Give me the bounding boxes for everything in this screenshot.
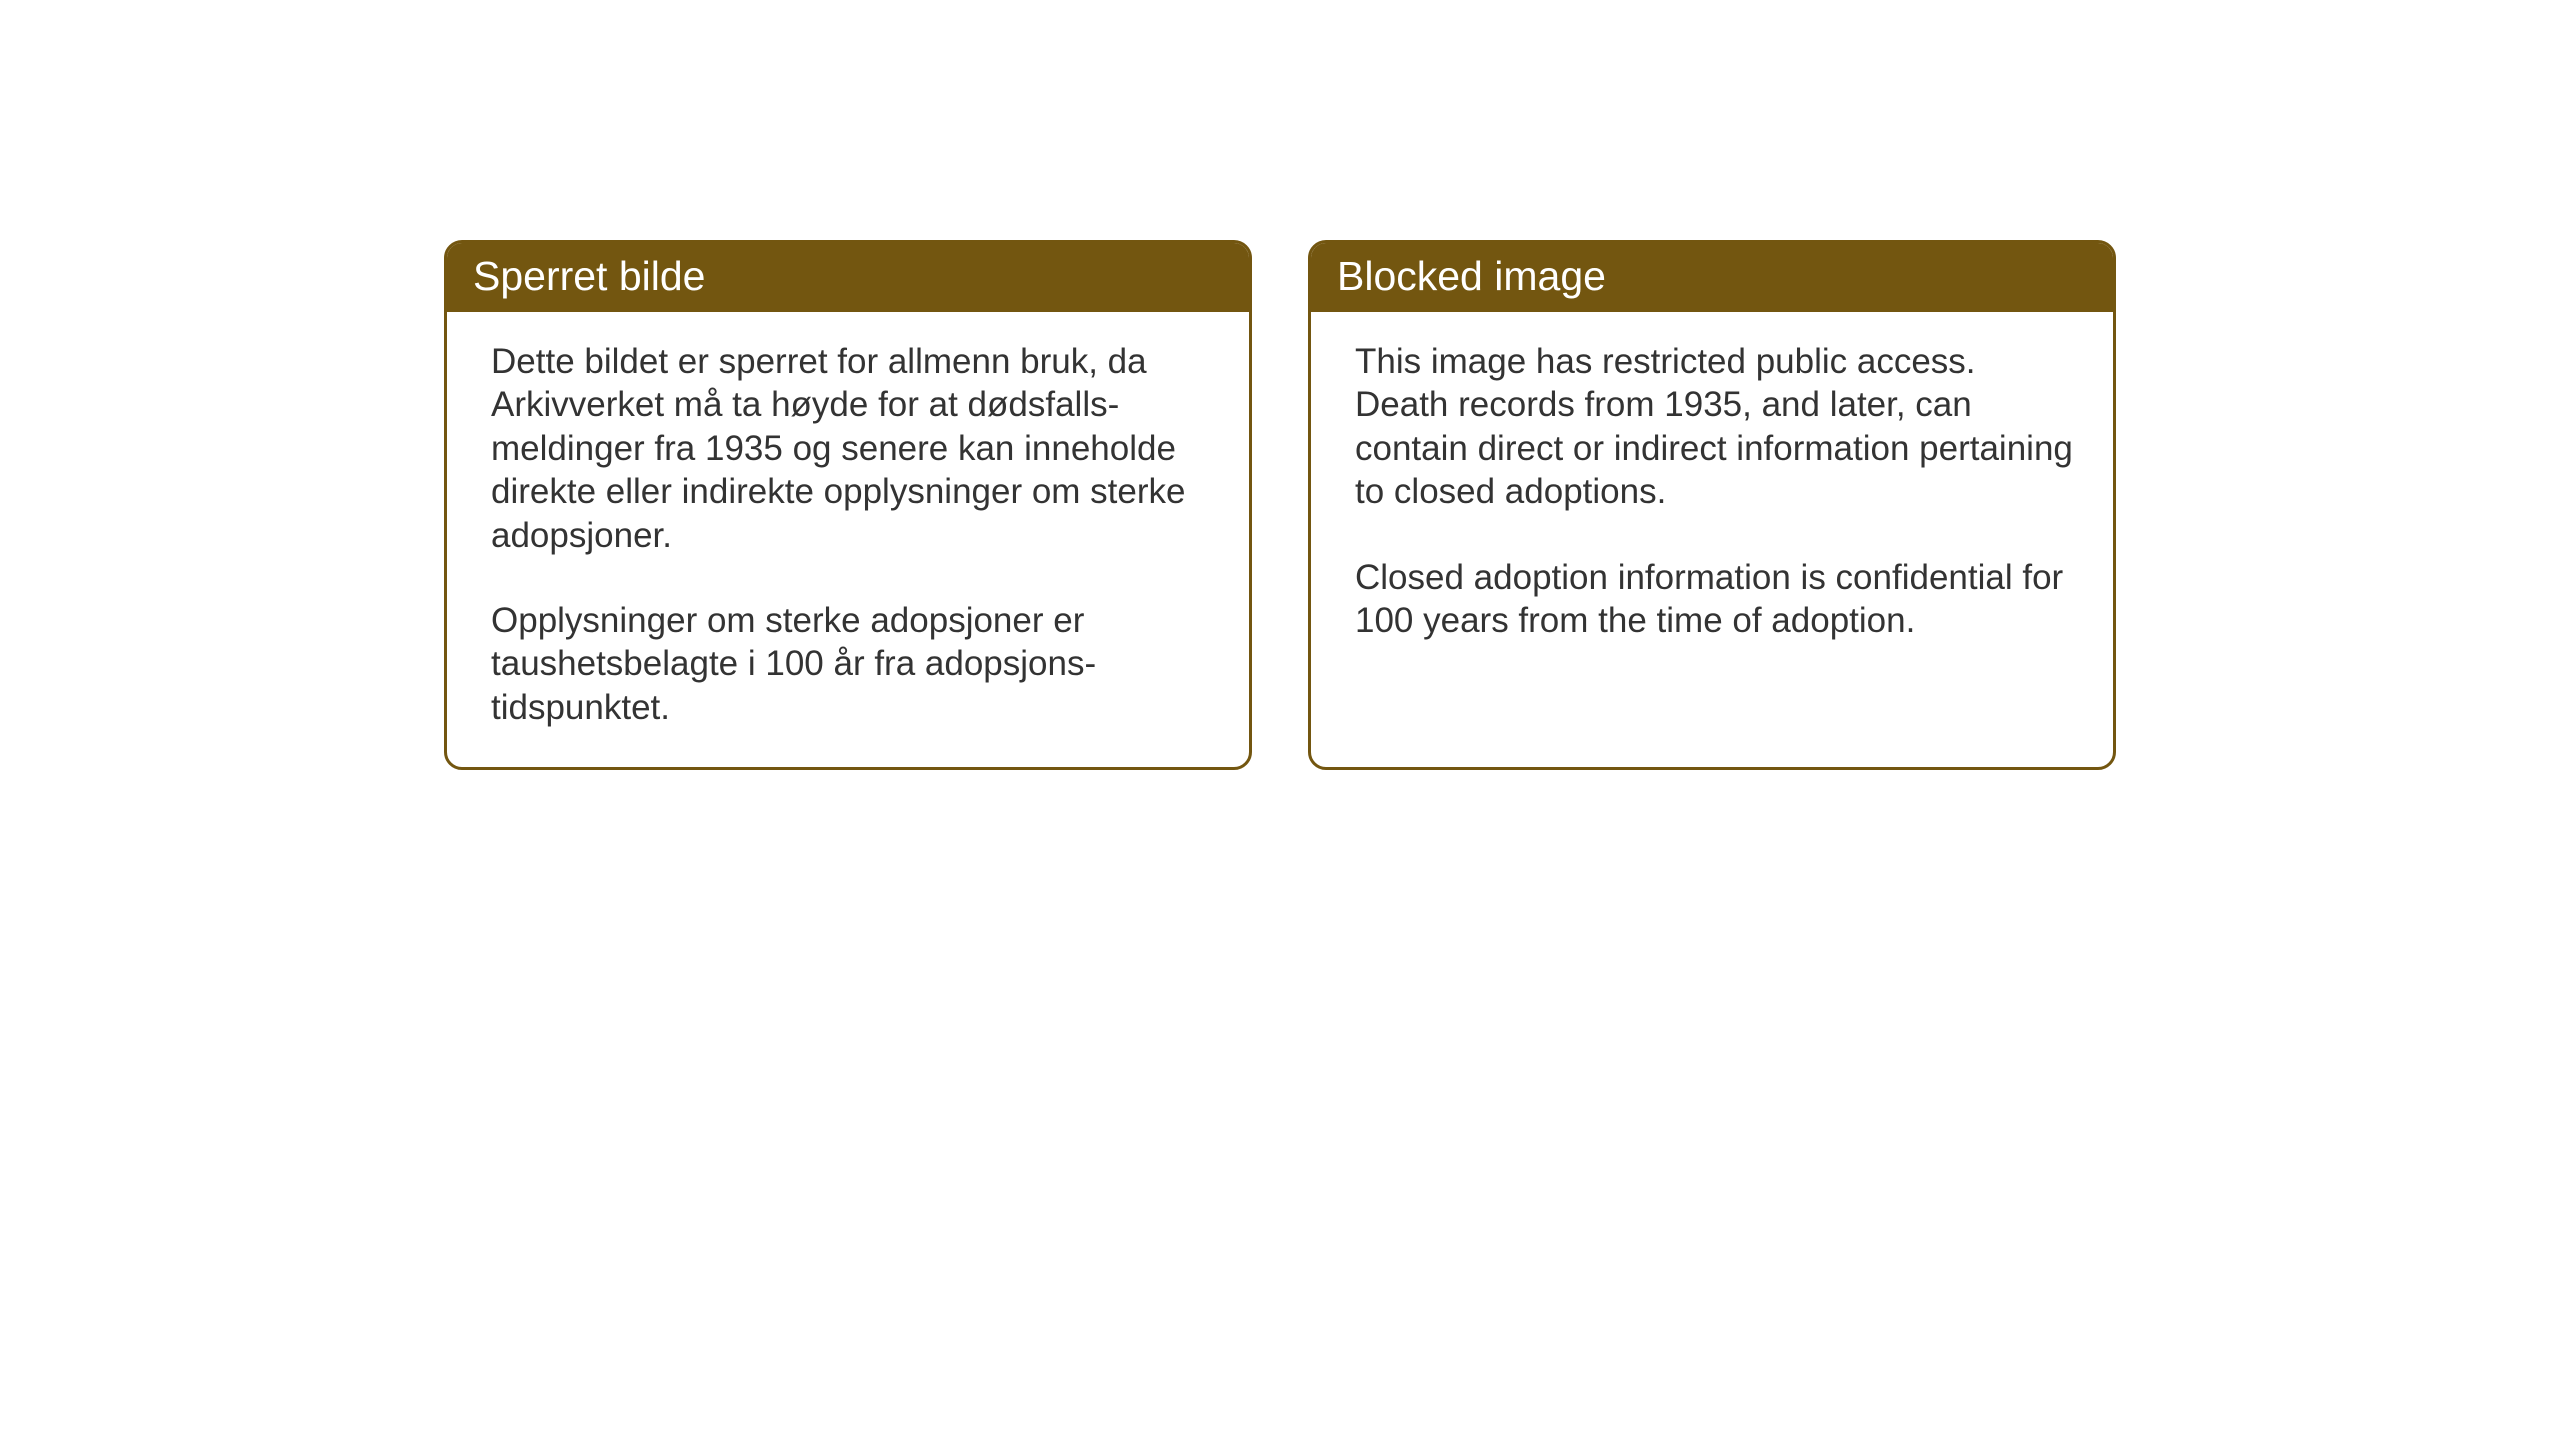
notice-paragraph: Dette bildet er sperret for allmenn bruk… (491, 340, 1209, 557)
notice-body: Dette bildet er sperret for allmenn bruk… (447, 312, 1249, 767)
notice-body: This image has restricted public access.… (1311, 312, 2113, 680)
notice-header: Sperret bilde (447, 243, 1249, 312)
notice-card-english: Blocked image This image has restricted … (1308, 240, 2116, 770)
notice-container: Sperret bilde Dette bildet er sperret fo… (444, 240, 2116, 770)
notice-card-norwegian: Sperret bilde Dette bildet er sperret fo… (444, 240, 1252, 770)
notice-header: Blocked image (1311, 243, 2113, 312)
notice-paragraph: Opplysninger om sterke adopsjoner er tau… (491, 599, 1209, 729)
notice-paragraph: This image has restricted public access.… (1355, 340, 2073, 514)
notice-paragraph: Closed adoption information is confident… (1355, 556, 2073, 643)
